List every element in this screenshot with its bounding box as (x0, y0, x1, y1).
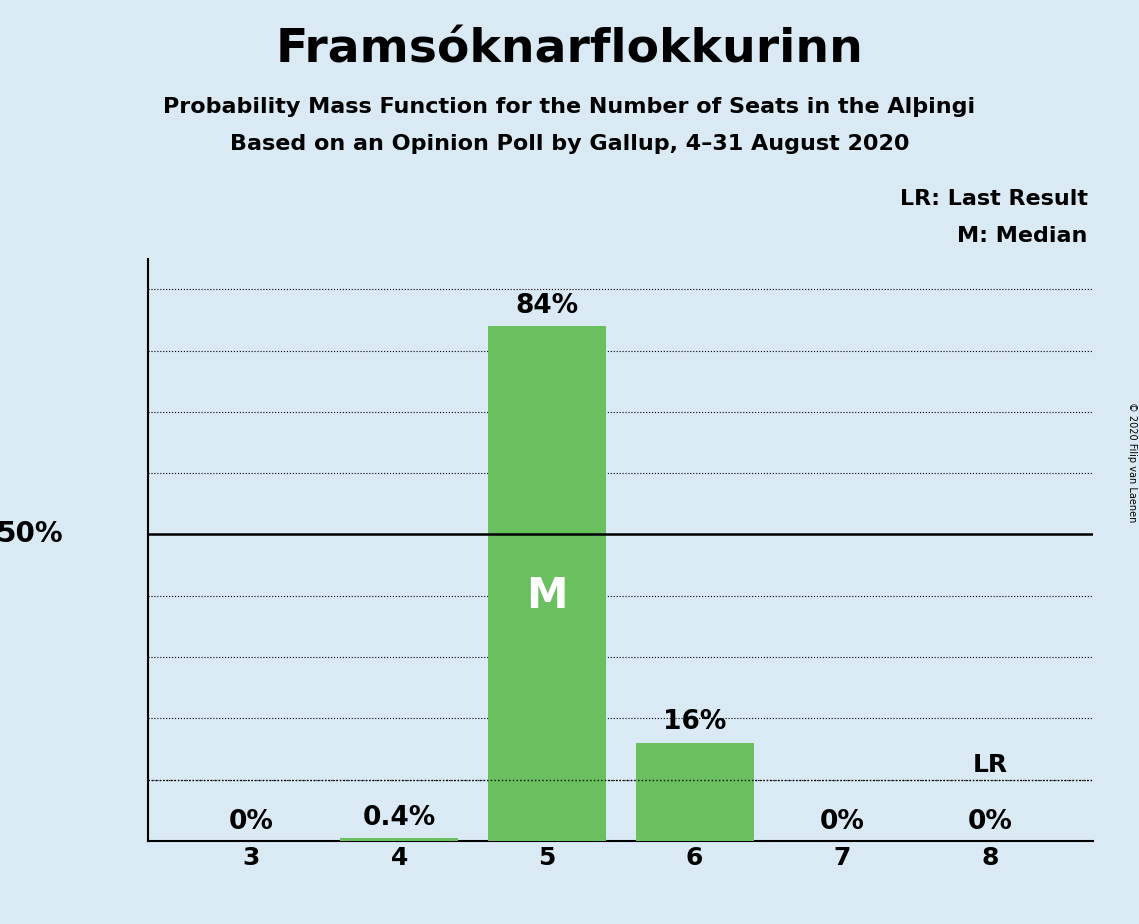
Text: M: Median: M: Median (958, 226, 1088, 247)
Bar (487, 326, 606, 841)
Text: © 2020 Filip van Laenen: © 2020 Filip van Laenen (1126, 402, 1137, 522)
Text: Probability Mass Function for the Number of Seats in the Alþingi: Probability Mass Function for the Number… (163, 97, 976, 117)
Text: M: M (526, 575, 567, 616)
Text: 16%: 16% (663, 710, 727, 736)
Text: 0%: 0% (820, 808, 865, 834)
Bar (341, 838, 458, 841)
Text: Based on an Opinion Poll by Gallup, 4–31 August 2020: Based on an Opinion Poll by Gallup, 4–31… (230, 134, 909, 154)
Text: LR: Last Result: LR: Last Result (900, 189, 1088, 210)
Bar (636, 743, 754, 841)
Text: 0%: 0% (229, 808, 273, 834)
Text: LR: LR (973, 752, 1008, 776)
Text: 0.4%: 0.4% (362, 805, 436, 831)
Text: 50%: 50% (0, 520, 63, 549)
Text: Framsóknarflokkurinn: Framsóknarflokkurinn (276, 28, 863, 73)
Text: 84%: 84% (515, 293, 579, 319)
Text: 0%: 0% (968, 808, 1013, 834)
